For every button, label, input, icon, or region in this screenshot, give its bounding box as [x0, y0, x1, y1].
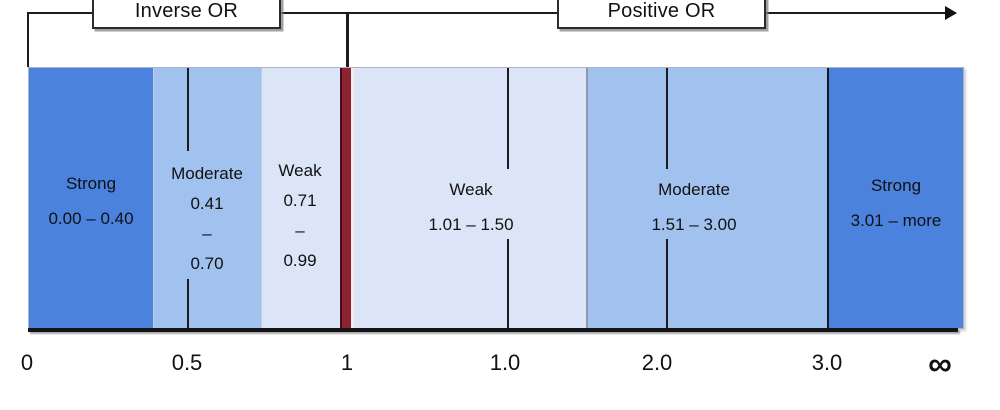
tick-line-2-0-lower: [666, 239, 668, 328]
label-weak-positive: Weak 1.01 – 1.50: [428, 179, 513, 236]
band-range-label: 0.41: [190, 194, 224, 213]
positive-or-label: Positive OR: [607, 0, 716, 22]
label-strong-positive: Strong 3.01 – more: [851, 175, 942, 232]
band-moderate-positive: [586, 68, 827, 328]
band-weak-inverse: [261, 68, 340, 328]
band-range-label: 1.51 – 3.00: [651, 215, 737, 234]
axis-label-3-0: 3.0: [811, 350, 843, 375]
tick-line-0-5-lower: [187, 279, 189, 328]
band-range-label: 0.99: [283, 251, 317, 270]
axis-label-infinity: ∞: [928, 345, 952, 382]
band-category-label: Moderate: [171, 164, 243, 183]
band-range-label: 0.71: [283, 191, 317, 210]
tick-line-1-0-lower: [507, 239, 509, 328]
band-category-label: Moderate: [658, 180, 730, 199]
reference-line-gap: [351, 68, 354, 328]
band-moderate-inverse: [153, 68, 261, 328]
tick-line-0-5-upper: [187, 68, 189, 151]
band-range-label: 0.70: [190, 254, 224, 273]
tick-line-1-0-upper: [507, 68, 509, 169]
label-moderate-inverse: Moderate 0.41 – 0.70: [171, 159, 243, 279]
band-range-label: 3.01 – more: [850, 211, 942, 230]
axis-label-0: 0: [20, 350, 34, 375]
inverse-or-label: Inverse OR: [134, 0, 239, 22]
inverse-bracket-left-line: [27, 12, 29, 67]
band-category-label: Strong: [870, 176, 922, 195]
tick-line-2-0-upper: [666, 68, 668, 169]
axis-label-1: 1: [340, 350, 354, 375]
axis-label-0-5: 0.5: [171, 350, 203, 375]
band-range-label: 1.01 – 1.50: [428, 215, 514, 234]
axis-label-1-0: 1.0: [489, 350, 521, 375]
positive-arrow-line: [766, 12, 947, 14]
band-range-dash: –: [202, 224, 212, 243]
bands-strip: Strong 0.00 – 0.40 Moderate 0.41 – 0.70 …: [28, 67, 964, 329]
label-strong-inverse: Strong 0.00 – 0.40: [48, 173, 133, 230]
band-category-label: Weak: [449, 180, 493, 199]
band-category-label: Weak: [278, 161, 322, 180]
inverse-or-label-box: Inverse OR: [92, 0, 281, 29]
axis-label-2-0: 2.0: [641, 350, 673, 375]
reference-line-or-1: [340, 68, 351, 328]
band-strong-inverse: [29, 68, 153, 328]
band-strong-positive: [827, 68, 963, 328]
reference-drop-line: [346, 12, 349, 68]
positive-or-label-box: Positive OR: [557, 0, 766, 29]
x-axis-line: [28, 328, 958, 332]
band-weak-positive: [354, 68, 586, 328]
band-category-label: Strong: [65, 174, 117, 193]
label-moderate-positive: Moderate 1.51 – 3.00: [651, 179, 736, 236]
middle-connector-line: [281, 12, 557, 14]
inverse-bracket-top-line: [28, 12, 92, 14]
label-weak-inverse: Weak 0.71 – 0.99: [278, 156, 321, 276]
band-range-dash: –: [295, 221, 305, 240]
arrow-head-icon: [945, 6, 957, 20]
band-range-label: 0.00 – 0.40: [48, 209, 134, 228]
